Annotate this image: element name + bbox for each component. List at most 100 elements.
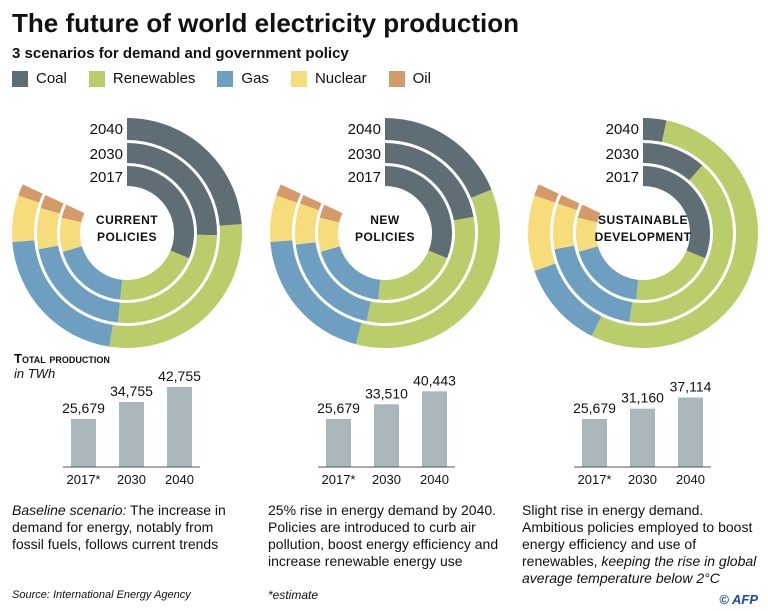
ring-year-label: 2017	[90, 169, 123, 186]
ring-segment-2017-oil	[577, 204, 601, 223]
ring-segment-2040-coal	[127, 118, 242, 226]
ring-year-label: 2030	[606, 146, 639, 163]
bar-value-label: 37,114	[670, 379, 712, 395]
ring-segment-2017-renewables	[636, 250, 706, 300]
ring-segment-2040-nuclear	[11, 195, 40, 243]
ring-segment-2040-oil	[534, 184, 559, 203]
ring-segment-2017-oil	[61, 204, 85, 223]
bar-2030	[119, 401, 144, 467]
bar-value-label: 42,755	[158, 368, 201, 384]
ring-year-label: 2030	[348, 146, 381, 163]
afp-logo: © AFP	[719, 592, 758, 607]
legend-label: Oil	[412, 70, 431, 87]
ring-segment-2017-renewables	[120, 250, 190, 300]
bar-category-label: 2017*	[322, 472, 356, 487]
bar-2017*	[326, 418, 351, 467]
scenario-label: NEW	[370, 213, 400, 227]
ring-segment-2017-nuclear	[317, 217, 340, 252]
ring-segment-2040-oil	[18, 184, 43, 203]
scenario-label: POLICIES	[355, 230, 415, 244]
description-italic: keeping the rise in global average tempe…	[522, 553, 757, 586]
bar-2017*	[582, 418, 607, 467]
ring-segment-2030-gas	[38, 245, 120, 323]
bar-category-label: 2040	[676, 472, 705, 487]
ring-segment-2030-nuclear	[37, 207, 60, 250]
bar-value-label: 40,443	[413, 372, 456, 388]
ring-segment-2040-oil	[276, 184, 301, 203]
ring-segment-2017-oil	[319, 204, 343, 223]
source: Source: International Energy Agency	[12, 589, 191, 601]
bar-2040	[678, 397, 703, 467]
ring-segment-2030-renewables	[629, 165, 733, 323]
legend-label: Gas	[241, 70, 269, 87]
ring-segment-2017-coal	[643, 166, 710, 259]
footnote: *estimate	[268, 588, 319, 602]
description-italic: Baseline scenario:	[12, 502, 127, 518]
ring-segment-2030-coal	[643, 143, 703, 181]
ring-segment-2017-nuclear	[576, 217, 598, 252]
ring-segment-2030-oil	[40, 194, 64, 214]
bar-chart-current-policies: 25,679 2017* 34,755 2030 42,755 2040	[62, 368, 201, 487]
ring-year-label: 2017	[348, 169, 381, 186]
ring-segment-2017-coal	[385, 166, 452, 259]
ring-year-label: 2040	[90, 121, 123, 138]
ring-segment-2017-nuclear	[60, 217, 82, 252]
total-production-unit: in TWh	[14, 366, 56, 381]
bar-category-label: 2040	[420, 472, 449, 487]
ring-segment-2017-gas	[320, 246, 381, 300]
bar-value-label: 25,679	[317, 400, 360, 416]
description-sustainable-development: Slight rise in energy demand. Ambitious …	[522, 502, 762, 587]
bar-2030	[630, 408, 655, 467]
bar-value-label: 34,755	[110, 383, 153, 399]
ring-segment-2030-oil	[557, 194, 580, 211]
ring-segment-2017-gas	[62, 246, 123, 300]
ring-segment-2040-gas	[534, 263, 602, 336]
description-text: Slight rise in energy demand. Ambitious …	[522, 502, 753, 569]
legend-swatch	[388, 70, 405, 87]
legend-swatch	[217, 70, 234, 87]
subtitle: 3 scenarios for demand and government po…	[12, 45, 349, 62]
donut-sustainable-development: 2017 2030 2040 SUSTAINABLE DEVELOPMENT	[527, 118, 758, 348]
ring-segment-2017-coal	[127, 166, 195, 259]
ring-segment-2030-coal	[385, 143, 474, 221]
legend-swatch	[290, 70, 307, 87]
bar-chart-sustainable-development: 25,679 2017* 31,160 2030 37,114 2040	[573, 379, 712, 487]
page-title: The future of world electricity producti…	[12, 8, 520, 38]
ring-segment-2030-gas	[554, 245, 633, 322]
ring-segment-2040-renewables	[591, 120, 758, 348]
ring-segment-2040-renewables	[355, 189, 500, 348]
ring-segment-2040-nuclear	[527, 195, 556, 271]
bar-value-label: 25,679	[573, 400, 616, 416]
ring-segment-2030-gas	[295, 242, 371, 322]
legend: Coal Renewables Gas Nuclear Oil	[12, 70, 453, 87]
ring-segment-2030-nuclear	[294, 203, 319, 245]
ring-year-label: 2017	[606, 169, 639, 186]
ring-segment-2040-gas	[270, 240, 362, 345]
description-new-policies: 25% rise in energy demand by 2040. Polic…	[268, 502, 518, 570]
bar-2040	[422, 391, 447, 467]
ring-segment-2040-renewables	[109, 224, 242, 348]
bar-2030	[374, 404, 399, 467]
legend-item-renewables: Renewables	[88, 70, 196, 87]
bar-category-label: 2040	[165, 472, 194, 487]
ring-segment-2040-coal	[385, 118, 492, 198]
ring-segment-2030-nuclear	[553, 203, 577, 250]
legend-item-oil: Oil	[388, 70, 431, 87]
legend-swatch	[88, 70, 105, 87]
bar-category-label: 2017*	[67, 472, 101, 487]
description-text: 25% rise in energy demand by 2040. Polic…	[268, 502, 499, 569]
scenario-label: POLICIES	[97, 230, 157, 244]
legend-label: Nuclear	[314, 70, 367, 87]
legend-label: Renewables	[112, 70, 196, 87]
ring-segment-2017-renewables	[378, 250, 448, 300]
legend-item-gas: Gas	[217, 70, 269, 87]
donut-new-policies: 2017 2030 2040 NEW POLICIES	[270, 118, 500, 348]
bar-chart-new-policies: 25,679 2017* 33,510 2030 40,443 2040	[317, 372, 456, 487]
ring-segment-2040-nuclear	[270, 195, 298, 243]
bar-category-label: 2030	[372, 472, 401, 487]
bar-value-label: 31,160	[621, 390, 664, 406]
ring-year-label: 2030	[90, 146, 123, 163]
legend-item-coal: Coal	[12, 70, 67, 87]
ring-year-label: 2040	[606, 121, 639, 138]
